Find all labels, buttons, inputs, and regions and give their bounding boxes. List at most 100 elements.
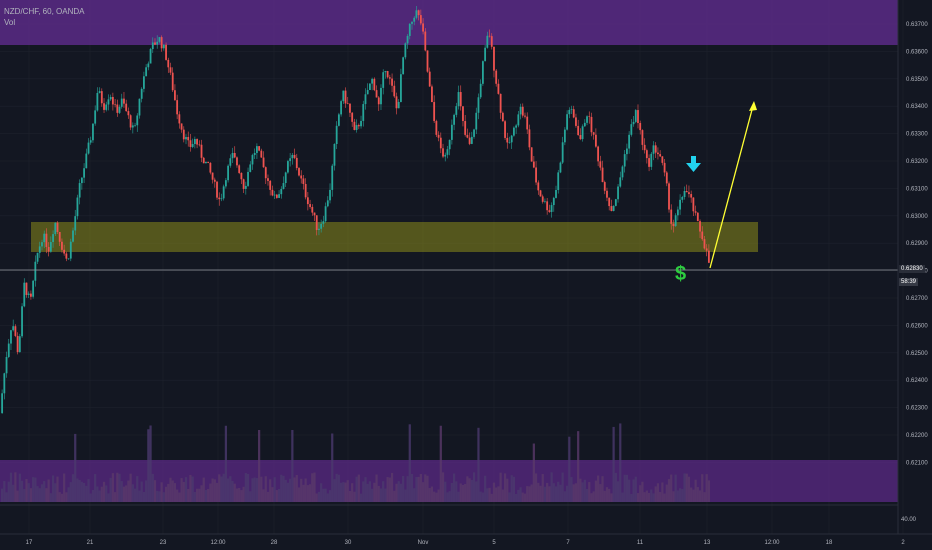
- volume-bar: [233, 483, 236, 502]
- candle: [56, 221, 59, 235]
- price-tick-label: 0.62600: [906, 323, 928, 329]
- volume-bar: [258, 429, 261, 502]
- candle: [43, 230, 46, 249]
- volume-bar: [105, 485, 108, 502]
- grid-lines: [0, 0, 904, 534]
- volume-bar: [452, 473, 456, 502]
- candle: [639, 120, 642, 135]
- volume-bar: [180, 478, 183, 502]
- volume-bar: [608, 488, 611, 502]
- volume-bar: [9, 472, 13, 502]
- price-tick-label: 0.63200: [906, 159, 928, 165]
- volume-bar: [705, 474, 708, 502]
- volume-bar: [612, 426, 615, 502]
- candle: [302, 174, 305, 190]
- candle: [621, 165, 624, 181]
- candle: [386, 70, 389, 79]
- volume-bar: [561, 472, 564, 502]
- candle: [353, 118, 356, 131]
- candle: [417, 9, 420, 21]
- candle: [643, 138, 646, 154]
- candle: [278, 190, 280, 198]
- volume-bar: [672, 491, 675, 502]
- candle: [174, 84, 176, 101]
- candle: [14, 324, 17, 338]
- candle: [329, 183, 331, 204]
- volume-bar: [118, 473, 121, 502]
- candle: [80, 177, 83, 190]
- price-tick-label: 0.63700: [906, 22, 928, 28]
- volume-bar: [665, 484, 668, 502]
- time-axis[interactable]: 17 21 23 12:00 28 30 Nov 5 7 11 13 12:00 18 2: [26, 540, 906, 546]
- candle: [652, 141, 655, 161]
- indicator-label[interactable]: Vol: [4, 18, 16, 27]
- candle: [384, 70, 387, 79]
- candle: [240, 172, 243, 184]
- volume-bar: [302, 484, 305, 502]
- candle: [30, 290, 32, 300]
- candle: [238, 164, 241, 175]
- resistance-zone: [0, 0, 898, 45]
- volume-bar: [636, 493, 640, 502]
- candle: [610, 199, 613, 212]
- candle: [27, 291, 30, 298]
- volume-bar: [486, 488, 489, 502]
- candle: [663, 158, 666, 177]
- projection-arrow: [709, 101, 757, 269]
- price-axis[interactable]: 0.63700 0.63600 0.63500 0.63400 0.63300 0.632…: [906, 22, 928, 466]
- volume-bar: [379, 488, 383, 502]
- volume-bar: [625, 474, 629, 502]
- volume-bar: [113, 492, 117, 502]
- candle: [439, 132, 442, 154]
- candle: [89, 136, 92, 145]
- candle: [466, 128, 469, 139]
- volume-bar: [477, 427, 480, 502]
- volume-bar: [373, 482, 376, 502]
- volume-bar: [605, 487, 609, 502]
- candle: [275, 193, 278, 199]
- candle: [131, 122, 134, 134]
- volume-bar: [169, 477, 172, 502]
- volume-bar: [131, 484, 134, 502]
- volume-bar: [271, 487, 274, 502]
- candle: [484, 44, 487, 62]
- candle: [583, 119, 586, 127]
- volume-bar: [145, 480, 148, 502]
- symbol-label[interactable]: NZD/CHF, 60, OANDA: [4, 7, 85, 16]
- candle: [264, 166, 267, 184]
- candle: [231, 147, 234, 163]
- volume-bar: [512, 476, 516, 502]
- volume-bar: [368, 481, 372, 502]
- volume-bar: [317, 491, 321, 502]
- time-tick-label: 30: [345, 540, 352, 546]
- candle: [12, 319, 15, 332]
- volume-bar: [515, 493, 518, 502]
- volume-bar: [264, 476, 267, 502]
- candle: [78, 179, 81, 205]
- candle: [156, 35, 159, 49]
- candle: [222, 184, 225, 201]
- candle: [657, 147, 659, 160]
- candle: [424, 28, 427, 52]
- candle: [45, 228, 48, 254]
- volume-bar: [510, 475, 513, 502]
- time-tick-label: 11: [637, 540, 644, 546]
- candle: [120, 93, 123, 109]
- candle: [280, 186, 283, 199]
- candle: [182, 126, 185, 143]
- candle: [537, 180, 540, 195]
- candle: [18, 333, 21, 353]
- candle: [98, 87, 101, 94]
- candle: [450, 119, 453, 145]
- candle: [601, 160, 604, 183]
- candle: [67, 258, 70, 260]
- volume-bar: [428, 488, 431, 502]
- volume-bar: [433, 491, 436, 502]
- candle: [162, 44, 165, 51]
- volume-bar: [49, 493, 52, 502]
- candle: [453, 113, 456, 131]
- volume-bar: [344, 482, 347, 502]
- volume-bar: [599, 484, 602, 502]
